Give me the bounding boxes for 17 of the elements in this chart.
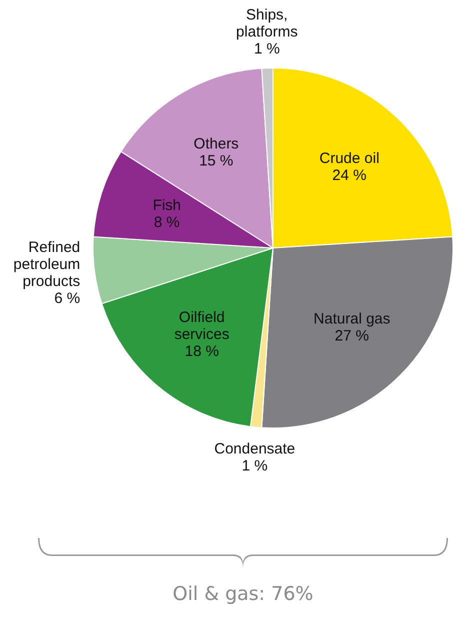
slice-label: Condensate [214, 440, 296, 458]
data-label: 24 % [332, 167, 366, 184]
data-label: 1 % [254, 40, 280, 58]
data-label: 27 % [334, 327, 370, 344]
slice-label: Oilfield services [174, 308, 230, 343]
data-label: 1 % [242, 458, 268, 475]
data-label: 6 % [54, 290, 80, 307]
slice-label: Refined petroleum products [13, 238, 80, 290]
data-label: 18 % [184, 342, 219, 360]
data-label: 8 % [154, 214, 180, 232]
slice-label: Natural gas [314, 310, 390, 328]
data-label: 15 % [199, 152, 234, 170]
text: Oil & gas: 76% [172, 583, 314, 605]
slice-label: Crude oil [319, 150, 380, 168]
slice-label: Others [194, 135, 239, 152]
slice-label: Fish [152, 197, 182, 214]
slice-label: Ships, platforms [236, 6, 298, 41]
